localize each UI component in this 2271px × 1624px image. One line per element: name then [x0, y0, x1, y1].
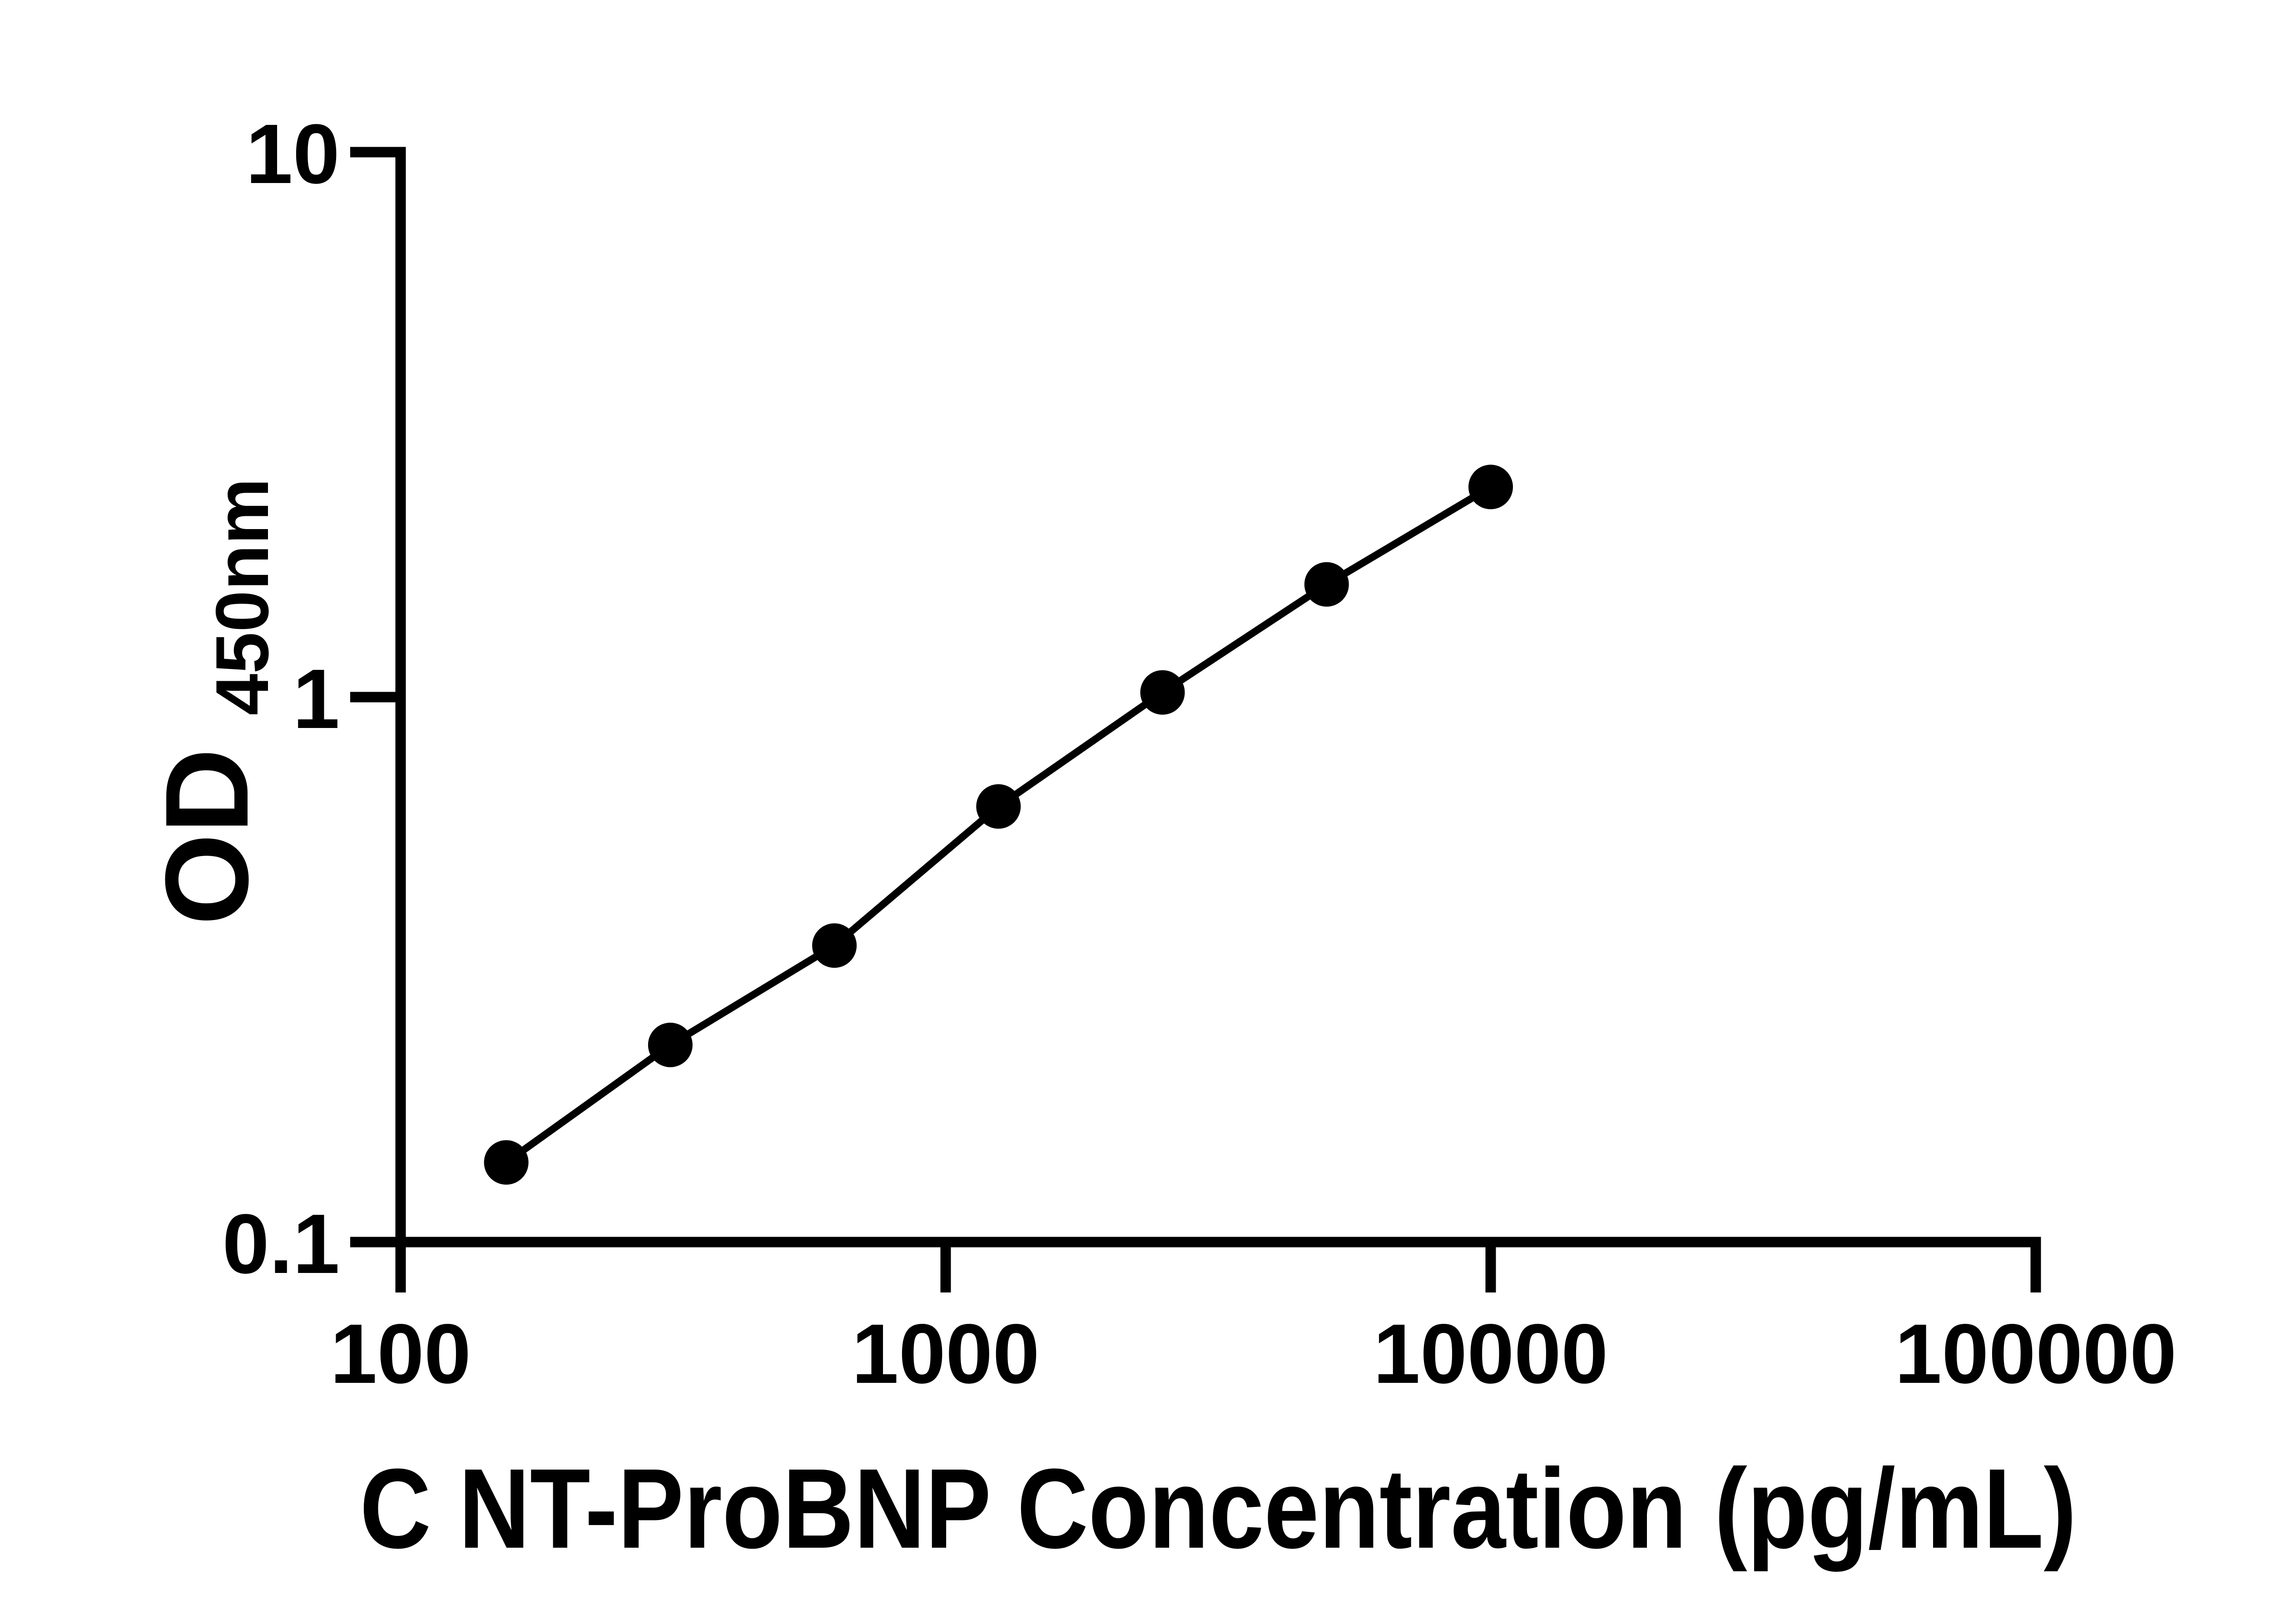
x-axis-ticks	[395, 1242, 2041, 1292]
data-point-marker	[1468, 465, 1513, 510]
y-axis-title: OD 450nm	[141, 478, 284, 925]
x-tick-label: 100000	[1895, 1307, 2177, 1401]
data-point-marker	[976, 784, 1021, 829]
y-axis-ticks	[350, 147, 401, 1248]
x-axis-tick-labels: 100 1000 10000 100000	[330, 1307, 2177, 1401]
y-tick-label: 10	[246, 107, 340, 201]
x-tick-label: 1000	[852, 1307, 1040, 1401]
series-data-points	[484, 465, 1513, 1185]
data-point-marker	[1304, 562, 1349, 607]
y-tick-label: 1	[293, 652, 340, 746]
x-tick-label: 100	[330, 1307, 471, 1401]
data-point-marker	[1140, 670, 1185, 715]
y-tick-label: 0.1	[222, 1197, 340, 1291]
data-point-marker	[648, 1022, 693, 1067]
x-axis-title: C NT-ProBNP Concentration (pg/mL)	[360, 1445, 2077, 1572]
y-axis-tick-labels: 10 1 0.1	[222, 107, 340, 1291]
y-axis-title-main: OD	[141, 748, 273, 926]
data-point-marker	[484, 1140, 529, 1185]
y-axis-title-subscript: 450nm	[200, 478, 284, 715]
x-tick-label: 10000	[1373, 1307, 1608, 1401]
data-point-marker	[812, 923, 857, 968]
